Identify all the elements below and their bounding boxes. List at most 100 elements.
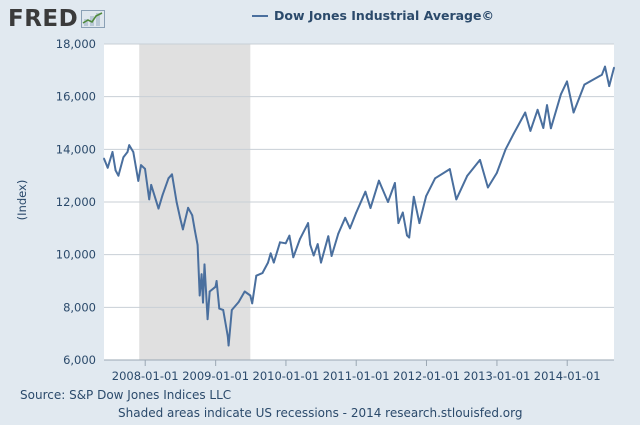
data-point bbox=[272, 261, 275, 264]
data-point bbox=[243, 290, 246, 293]
data-point bbox=[589, 80, 592, 83]
data-point bbox=[126, 151, 129, 153]
data-point bbox=[171, 173, 173, 176]
logo-text: FRED bbox=[8, 6, 79, 32]
data-point bbox=[111, 151, 114, 153]
data-point bbox=[583, 83, 586, 86]
data-point bbox=[167, 177, 170, 180]
data-point bbox=[132, 151, 135, 153]
data-point bbox=[202, 301, 204, 304]
data-point bbox=[114, 169, 117, 172]
data-point bbox=[179, 217, 182, 220]
data-point bbox=[226, 335, 229, 338]
source-note: Source: S&P Dow Jones Indices LLC bbox=[20, 388, 232, 402]
data-point bbox=[364, 190, 367, 193]
data-point bbox=[529, 130, 532, 132]
chart-legend: Dow Jones Industrial Average© bbox=[252, 8, 494, 23]
data-point bbox=[267, 261, 269, 264]
data-point bbox=[546, 104, 548, 106]
data-point bbox=[406, 234, 408, 237]
data-point bbox=[284, 242, 287, 245]
x-tick-label: 2013-01-01 bbox=[464, 369, 531, 383]
y-tick-label: 18,000 bbox=[56, 37, 96, 51]
data-point bbox=[175, 201, 178, 203]
data-point bbox=[512, 133, 515, 135]
y-tick-label: 8,000 bbox=[63, 300, 96, 314]
data-point bbox=[117, 174, 120, 177]
data-point bbox=[203, 263, 206, 266]
data-point bbox=[401, 211, 404, 214]
data-point bbox=[144, 167, 146, 170]
data-point bbox=[309, 243, 312, 246]
data-point bbox=[103, 157, 105, 160]
legend-label: Dow Jones Industrial Average© bbox=[274, 8, 494, 23]
y-tick-label: 12,000 bbox=[56, 195, 96, 209]
data-point bbox=[196, 244, 199, 246]
fred-logo: FRED bbox=[8, 6, 106, 32]
data-point bbox=[237, 301, 240, 303]
x-tick-label: 2011-01-01 bbox=[323, 369, 390, 383]
data-point bbox=[255, 274, 258, 277]
data-point bbox=[549, 127, 552, 130]
data-point bbox=[394, 182, 396, 184]
data-point bbox=[572, 111, 575, 114]
data-point bbox=[222, 309, 225, 311]
data-point bbox=[288, 234, 291, 237]
data-point bbox=[215, 280, 218, 282]
data-point bbox=[206, 318, 209, 321]
data-point bbox=[412, 195, 415, 198]
data-point bbox=[230, 309, 233, 311]
data-point bbox=[320, 261, 322, 264]
data-point bbox=[187, 206, 190, 209]
data-point bbox=[355, 212, 357, 214]
data-point bbox=[157, 207, 160, 210]
y-tick-label: 6,000 bbox=[63, 353, 96, 367]
data-point bbox=[140, 164, 142, 167]
data-point bbox=[292, 256, 295, 259]
data-point bbox=[251, 302, 254, 305]
y-axis-label: (Index) bbox=[15, 180, 29, 221]
data-point bbox=[608, 85, 611, 88]
data-point bbox=[299, 237, 301, 240]
data-point bbox=[495, 172, 498, 174]
x-tick-label: 2008-01-01 bbox=[112, 369, 179, 383]
data-point bbox=[455, 198, 458, 201]
data-point bbox=[182, 228, 184, 231]
data-point bbox=[486, 186, 489, 189]
data-point bbox=[122, 156, 125, 159]
data-point bbox=[349, 227, 351, 230]
data-point bbox=[128, 144, 131, 147]
data-point bbox=[137, 180, 140, 182]
line-graph-icon bbox=[81, 10, 106, 28]
data-point bbox=[369, 207, 372, 209]
data-point bbox=[524, 111, 527, 114]
y-tick-label: 16,000 bbox=[56, 90, 96, 104]
data-point bbox=[227, 344, 230, 347]
data-point bbox=[106, 166, 109, 169]
data-point bbox=[208, 290, 211, 293]
data-point bbox=[337, 232, 340, 235]
data-point bbox=[200, 273, 203, 276]
data-point bbox=[418, 222, 421, 224]
data-point bbox=[387, 201, 389, 203]
x-tick-label: 2010-01-01 bbox=[253, 369, 320, 383]
data-point bbox=[198, 294, 201, 297]
data-point bbox=[566, 80, 568, 83]
data-point bbox=[536, 108, 539, 111]
data-point bbox=[604, 65, 606, 68]
data-point bbox=[269, 252, 272, 255]
data-point bbox=[613, 66, 615, 69]
data-point bbox=[191, 214, 194, 217]
data-point bbox=[542, 127, 545, 129]
data-point bbox=[434, 177, 437, 180]
x-tick-label: 2009-01-01 bbox=[182, 369, 249, 383]
data-point bbox=[344, 216, 347, 219]
data-point bbox=[397, 222, 400, 224]
data-point bbox=[214, 285, 217, 288]
data-point bbox=[448, 168, 451, 170]
y-tick-label: 14,000 bbox=[56, 142, 96, 156]
data-point bbox=[218, 307, 221, 310]
data-point bbox=[504, 148, 507, 151]
data-point bbox=[193, 229, 196, 232]
